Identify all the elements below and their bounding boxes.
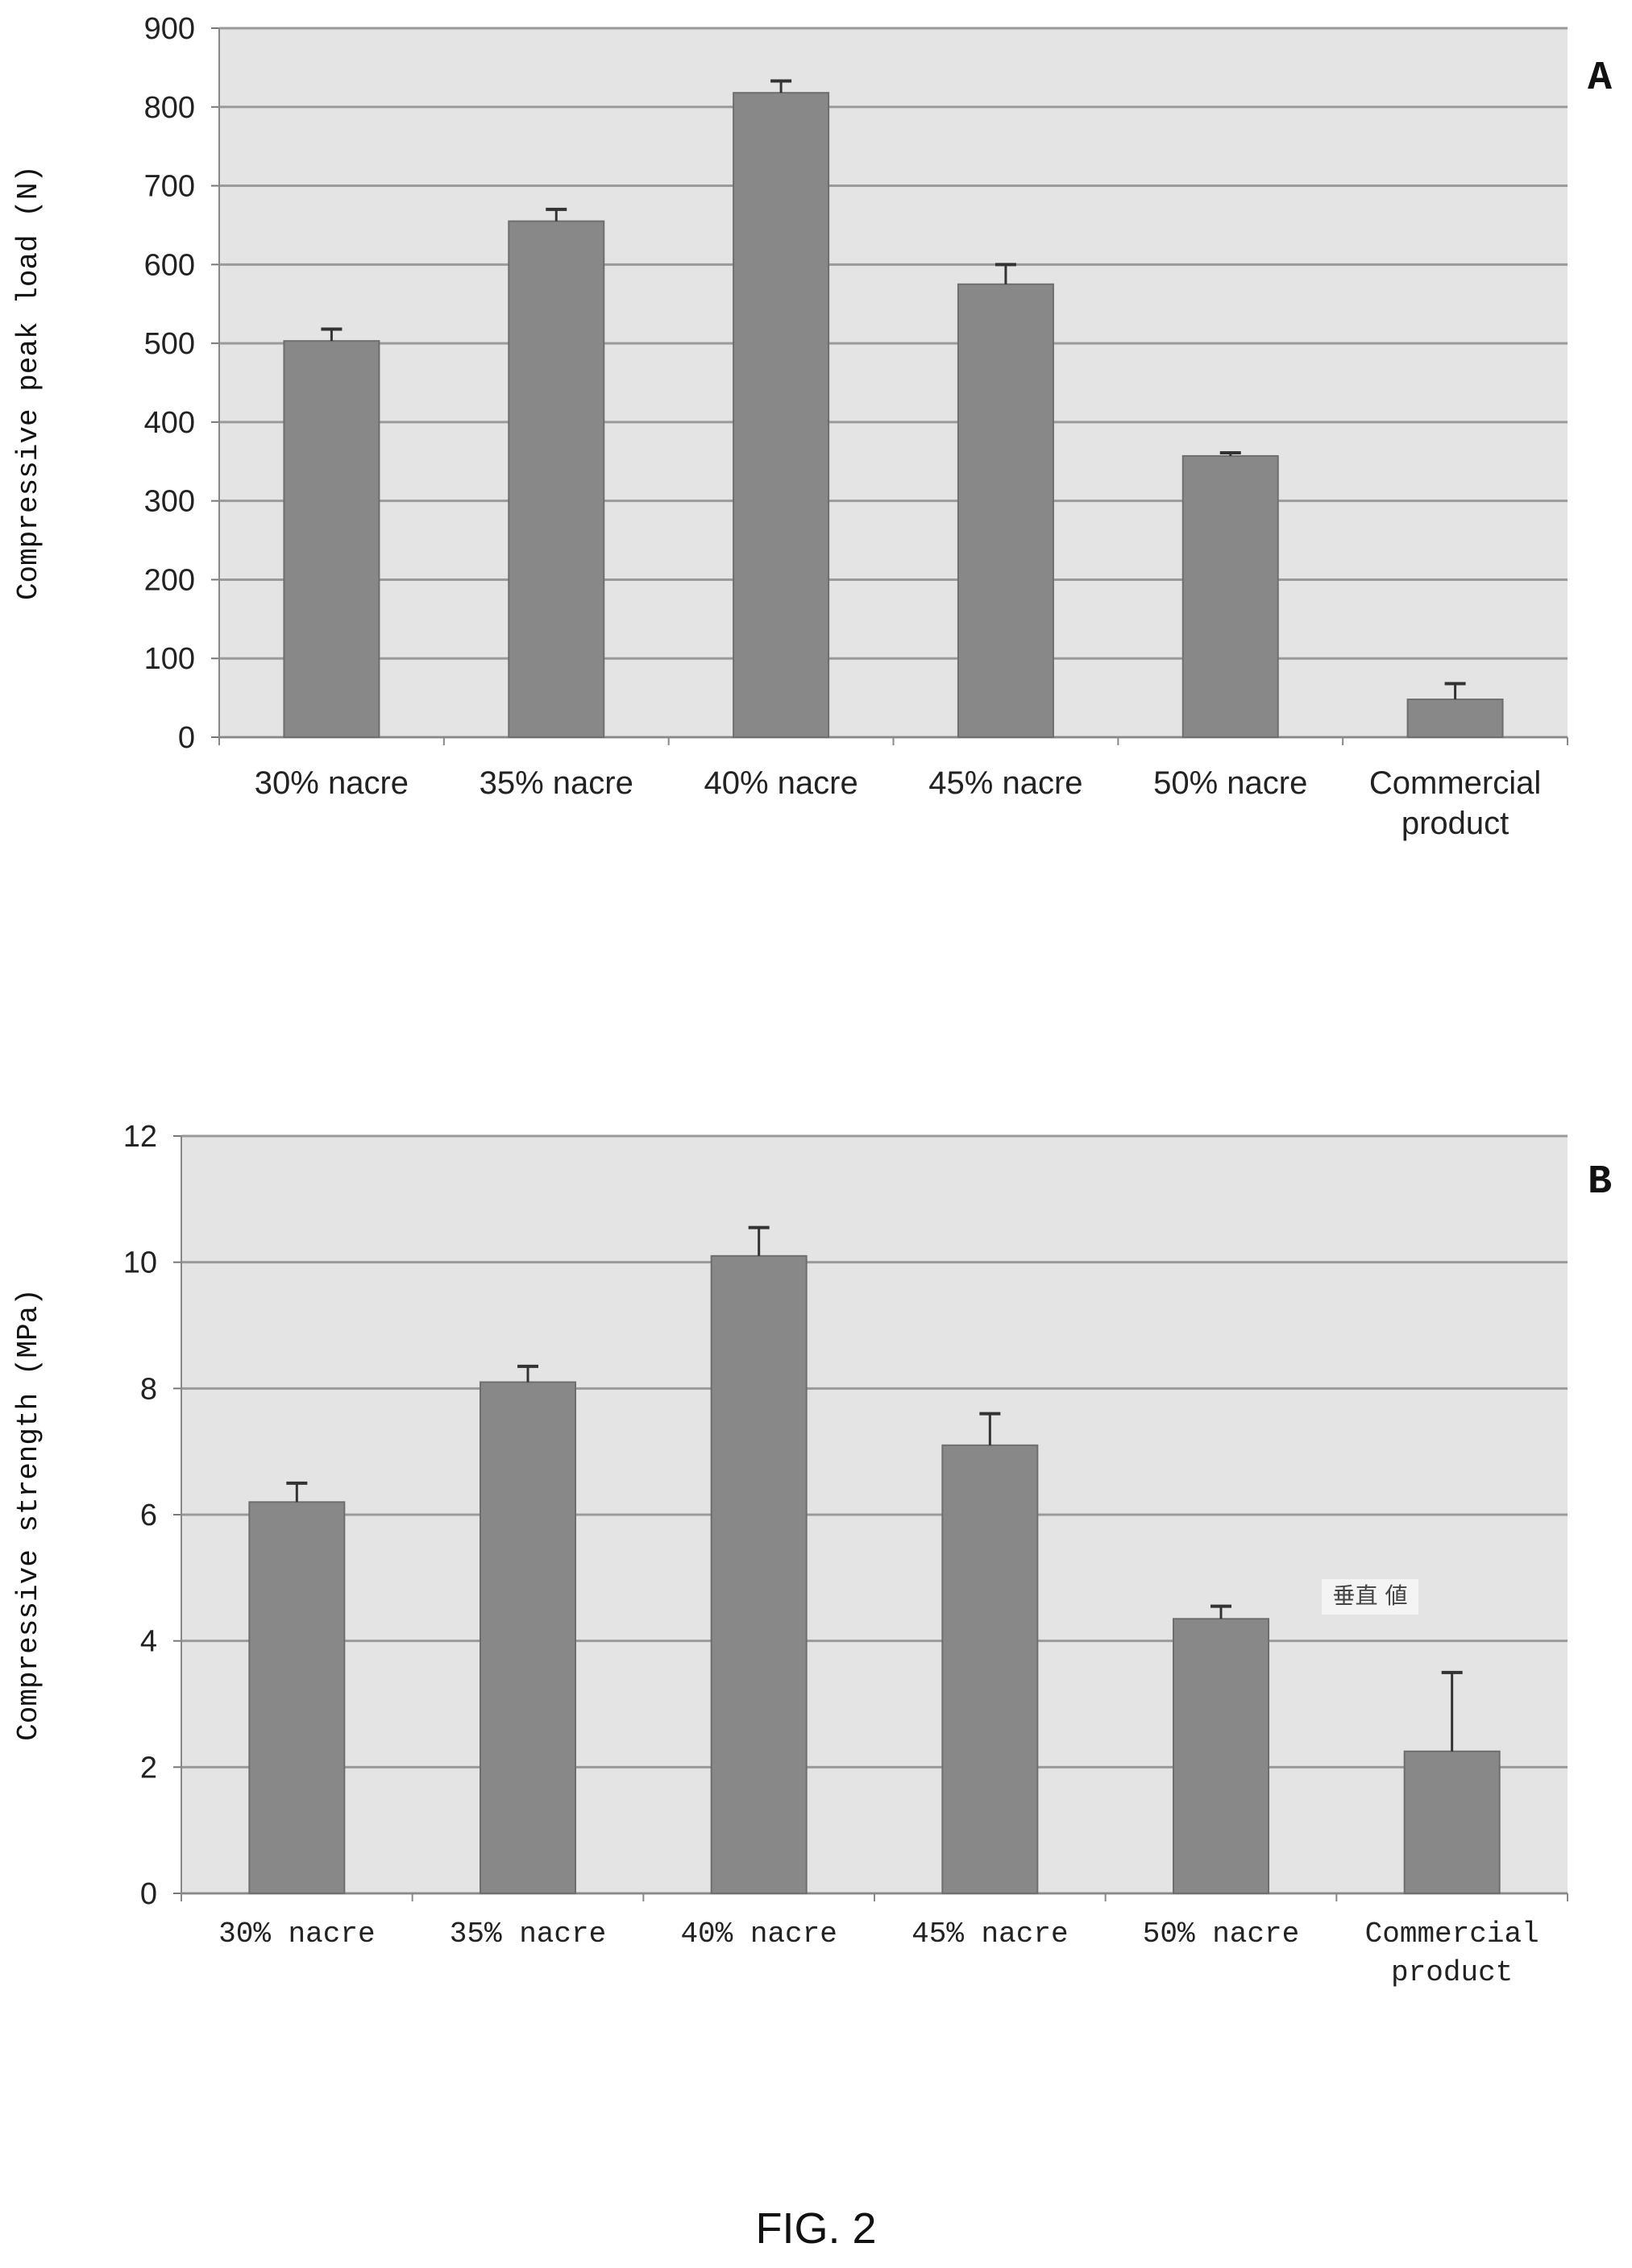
bar — [733, 92, 830, 738]
y-tick-label: 900 — [144, 12, 195, 46]
annotation-text: 垂直 値 — [1333, 1582, 1408, 1609]
x-tick-label: 35% nacre — [450, 1918, 606, 1951]
bar — [1181, 454, 1279, 739]
bar — [1173, 1618, 1269, 1894]
x-tick-label: 45% nacre — [928, 765, 1082, 801]
y-tick-label: 8 — [140, 1372, 157, 1406]
y-tick-label: 2 — [140, 1751, 157, 1785]
y-axis-label: Compressive strength (MPa) — [12, 1288, 45, 1741]
chart-a: 0 100 200 300 400 500 600 700 800 900 30% nacre 35%… — [12, 12, 1612, 841]
x-tick-label: 40% nacre — [680, 1918, 837, 1951]
y-tick-label: 600 — [144, 248, 195, 282]
panel-label: A — [1588, 56, 1612, 102]
y-tick-label: 800 — [144, 91, 195, 125]
y-tick-label: 12 — [123, 1120, 157, 1154]
y-tick-label: 10 — [123, 1246, 157, 1280]
bar — [508, 220, 605, 738]
x-tick-label: Commercial — [1369, 765, 1541, 801]
y-tick-label: 0 — [140, 1877, 157, 1911]
x-tick-label: product — [1391, 1956, 1513, 1989]
y-tick-label: 200 — [144, 563, 195, 597]
x-tick-label: 35% nacre — [480, 765, 633, 801]
bar — [248, 1501, 346, 1894]
y-tick-label: 0 — [178, 721, 195, 755]
annotation-box — [1322, 1579, 1418, 1615]
bar — [957, 283, 1054, 738]
figure-caption: FIG. 2 — [755, 2204, 877, 2253]
bar — [1406, 699, 1504, 738]
chart-b: 0 2 4 6 8 10 12 30% nacre 35% nacre 40% nacre 45% … — [12, 1120, 1612, 1989]
x-tick-label: 30% nacre — [255, 765, 409, 801]
y-tick-label: 500 — [144, 327, 195, 361]
bar — [941, 1444, 1039, 1895]
y-tick-label: 6 — [140, 1499, 157, 1532]
x-tick-label: 50% nacre — [1153, 765, 1307, 801]
bar — [710, 1254, 808, 1895]
y-axis-label: Compressive peak load (N) — [12, 165, 45, 600]
x-tick-label: product — [1402, 806, 1509, 841]
y-tick-label: 100 — [144, 642, 195, 676]
y-tick-label: 4 — [140, 1625, 157, 1659]
y-tick-label: 300 — [144, 485, 195, 519]
y-tick-label: 700 — [144, 170, 195, 204]
x-tick-label: 30% nacre — [218, 1918, 375, 1951]
panel-label: B — [1588, 1159, 1612, 1205]
x-tick-label: 50% nacre — [1143, 1918, 1299, 1951]
x-tick-label: 40% nacre — [704, 765, 858, 801]
bar — [480, 1381, 576, 1894]
x-tick-label: 45% nacre — [912, 1918, 1068, 1951]
bar — [1403, 1750, 1501, 1894]
x-tick-label: Commercial — [1365, 1918, 1539, 1951]
y-tick-label: 400 — [144, 406, 195, 440]
bar — [283, 340, 380, 738]
plot-area — [219, 28, 1568, 737]
